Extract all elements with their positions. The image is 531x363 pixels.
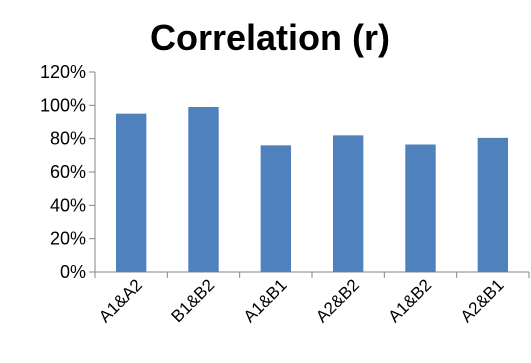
bars <box>115 107 509 273</box>
x-category-label: A1&A2 <box>95 275 146 326</box>
y-tick-label: 40% <box>50 195 86 215</box>
x-category-label: B1&B2 <box>167 275 218 326</box>
bar-b1-b2 <box>188 107 219 272</box>
y-tick-label: 120% <box>40 62 86 82</box>
bar-a1-b1 <box>260 145 292 272</box>
x-category-label: A1&B2 <box>384 275 435 326</box>
bar-a1-a2 <box>115 113 147 273</box>
y-tick-label: 0% <box>60 262 86 282</box>
bar-a2-b1 <box>477 137 509 272</box>
chart-title: Correlation (r) <box>150 17 390 58</box>
y-tick-label: 100% <box>40 95 86 115</box>
x-category-label: A2&B2 <box>312 275 363 326</box>
y-tick-label: 80% <box>50 129 86 149</box>
x-category-label: A1&B1 <box>240 275 291 326</box>
y-tick-label: 20% <box>50 229 86 249</box>
axes <box>89 71 530 278</box>
bar-a1-b2 <box>405 144 436 272</box>
x-category-label: A2&B1 <box>457 275 508 326</box>
bar-a2-b2 <box>332 135 364 272</box>
y-tick-label: 60% <box>50 162 86 182</box>
